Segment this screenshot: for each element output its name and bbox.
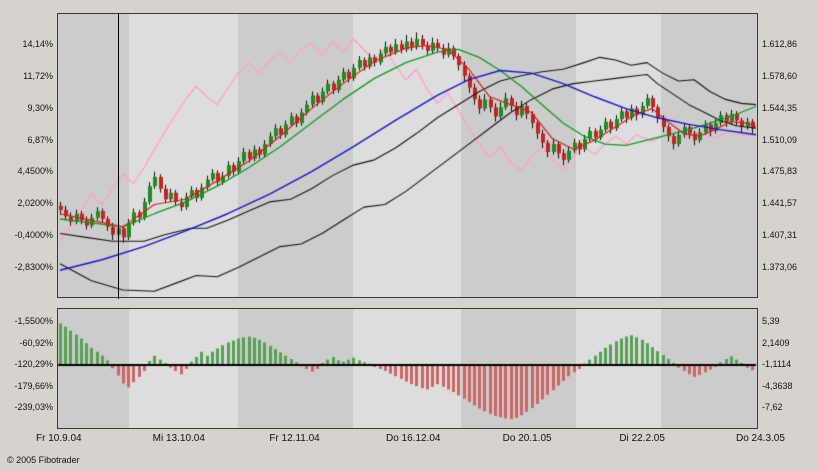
x-axis-label: Fr 10.9.04	[36, 433, 82, 444]
axis-label: 1.510,09	[762, 134, 798, 145]
axis-label: 4,4500%	[17, 166, 53, 177]
axis-label: 1.612,86	[762, 39, 798, 49]
axis-label: -0,4000%	[14, 230, 53, 241]
axis-label: 1.407,31	[762, 230, 798, 241]
axis-label: 11,72%	[23, 70, 53, 81]
axis-label: -7,62	[762, 402, 783, 412]
axis-label: 1.441,57	[762, 198, 798, 209]
axis-label: 1.475,83	[762, 166, 798, 177]
axis-label: -120,29%	[14, 359, 53, 369]
axis-label: 1.544,35	[762, 102, 798, 113]
axis-label: 9,30%	[27, 102, 53, 113]
x-axis-label: Do 20.1.05	[502, 433, 552, 444]
axis-label: -60,92%	[19, 337, 53, 348]
x-axis-label: Fr 12.11.04	[269, 433, 320, 444]
copyright-label: © 2005 Fibotrader	[7, 455, 80, 465]
axis-label: -2,8300%	[14, 262, 53, 272]
x-axis-label: Do 24.3.05	[736, 433, 785, 444]
axis-label: -4,3638	[762, 380, 793, 391]
axis-label: 1.578,60	[762, 70, 798, 81]
x-axis-label: Mi 13.10.04	[152, 433, 205, 444]
axis-label: -1,5500%	[14, 316, 53, 326]
x-axis-label: Di 22.2.05	[619, 433, 665, 444]
cursor-line[interactable]	[118, 13, 119, 299]
axis-label: -1,1114	[762, 359, 792, 369]
axis-label: 5,39	[762, 316, 780, 326]
axis-label: 14,14%	[22, 39, 53, 49]
axis-label: -179,66%	[14, 380, 53, 391]
x-axis-label: Do 16.12.04	[386, 433, 441, 444]
axis-label: -239,03%	[14, 402, 53, 412]
axis-label: 2,0200%	[17, 198, 53, 209]
axis-label: 2,1409	[762, 337, 790, 348]
axis-label: 6,87%	[27, 134, 53, 145]
axis-label: 1.373,06	[762, 262, 798, 272]
